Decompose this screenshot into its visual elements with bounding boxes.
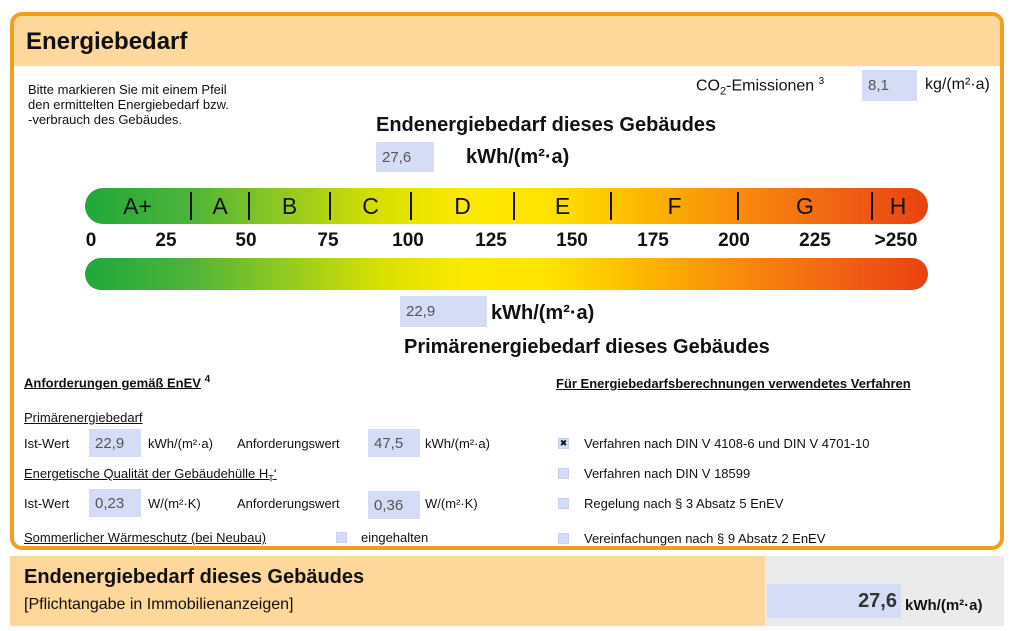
endenergie-unit: kWh/(m²·a) [466,146,570,168]
sommer-checkbox[interactable] [336,532,347,543]
primaer-anforderung-label: Anforderungswert [237,436,340,451]
huelle-heading-prefix: Energetische Qualität der Gebäudehülle H [24,466,269,481]
primaer-anforderung-field[interactable]: 47,5 [368,429,420,457]
primaer-ist-field[interactable]: 22,9 [89,429,141,457]
verfahren-label-2: Verfahren nach DIN V 18599 [584,466,751,481]
co2-label: CO2-Emissionen 3 [696,76,824,98]
class-separator [610,192,612,220]
co2-label-suffix: -Emissionen [726,77,815,95]
header-bar: Energiebedarf [14,16,1000,66]
primaer-anforderung-unit: kWh/(m²·a) [425,436,490,451]
class-separator [190,192,192,220]
footer-title: Endenergiebedarf dieses Gebäudes [24,566,365,588]
sommer-checkbox-label: eingehalten [361,530,429,545]
footer-value-panel: 27,6 kWh/(m²·a) [765,556,1004,626]
requirements-heading-text: Anforderungen gemäß EnEV [24,375,201,391]
huelle-ist-unit: W/(m²·K) [148,496,201,511]
verfahren-label-1: Verfahren nach DIN V 4108-6 und DIN V 47… [584,436,870,451]
class-separator [248,192,250,220]
instructions-line-3: -verbrauch des Gebäudes. [28,112,182,127]
class-f: F [667,192,682,219]
huelle-anforderung-field[interactable]: 0,36 [368,491,420,519]
verfahren-checkbox-2[interactable] [558,468,569,479]
class-b: B [281,192,298,219]
verfahren-heading: Für Energiebedarfsberechnungen verwendet… [556,376,911,391]
co2-value-field[interactable]: 8,1 [862,70,917,101]
class-separator [410,192,412,220]
energy-scale-classes: A+ A B C D E F G H [85,188,928,224]
co2-label-sub: 2 [720,85,727,98]
verfahren-label-3: Regelung nach § 3 Absatz 5 EnEV [584,496,784,511]
footer-bar: Endenergiebedarf dieses Gebäudes [Pflich… [10,556,1004,626]
requirements-footnote: 4 [204,374,211,385]
huelle-anforderung-label: Anforderungswert [237,496,340,511]
primaer-heading: Primärenergiebedarf [24,410,143,425]
scale-tick-150: 150 [556,230,588,251]
scale-tick-0: 0 [85,230,97,251]
huelle-heading-suffix: ‘ [273,466,277,481]
class-separator [513,192,515,220]
energy-certificate-frame: Energiebedarf Bitte markieren Sie mit ei… [10,12,1004,550]
huelle-heading: Energetische Qualität der Gebäudehülle H… [24,466,277,487]
footer-value-field[interactable]: 27,6 [767,584,901,618]
footer-subtitle: [Pflichtangabe in Immobilienanzeigen] [24,596,294,613]
co2-label-prefix: CO [696,77,720,95]
class-c: C [362,192,379,219]
class-a-plus: A+ [123,192,152,219]
class-h: H [889,192,907,219]
requirements-heading: Anforderungen gemäß EnEV 4 [24,372,210,390]
endenergie-value-field[interactable]: 27,6 [376,142,434,172]
co2-footnote: 3 [818,76,825,87]
scale-tick-175: 175 [637,230,669,251]
class-d: D [454,192,471,219]
scale-tick-25: 25 [155,230,177,251]
page-title: Energiebedarf [26,28,188,55]
scale-tick-100: 100 [392,230,424,251]
class-e: E [554,192,571,219]
scale-tick-250-plus: >250 [874,230,918,251]
scale-tick-50: 50 [235,230,257,251]
primaerenergie-value-field[interactable]: 22,9 [400,296,487,327]
verfahren-checkbox-3[interactable] [558,498,569,509]
primaer-ist-unit: kWh/(m²·a) [148,436,213,451]
primaerenergie-unit: kWh/(m²·a) [491,302,595,324]
class-a: A [212,192,228,219]
instructions-text: Bitte markieren Sie mit einem Pfeil den … [28,82,229,127]
endenergie-title: Endenergiebedarf dieses Gebäudes [376,114,717,136]
huelle-heading-sub: T [268,473,274,484]
footer-unit: kWh/(m²·a) [905,597,983,614]
huelle-anforderung-unit: W/(m²·K) [425,496,478,511]
instructions-line-1: Bitte markieren Sie mit einem Pfeil [28,82,227,97]
scale-tick-125: 125 [475,230,507,251]
energy-scale-gradient [85,258,928,290]
primaerenergie-title: Primärenergiebedarf dieses Gebäudes [404,336,770,358]
primaer-ist-label: Ist-Wert [24,436,70,451]
verfahren-label-4: Vereinfachungen nach § 9 Absatz 2 EnEV [584,531,826,546]
class-separator [737,192,739,220]
sommer-label: Sommerlicher Wärmeschutz (bei Neubau) [24,530,267,545]
verfahren-checkbox-1[interactable]: ✖ [558,438,569,449]
class-separator [871,192,873,220]
class-separator [329,192,331,220]
scale-tick-200: 200 [718,230,750,251]
huelle-ist-field[interactable]: 0,23 [89,489,141,517]
co2-unit: kg/(m²·a) [925,76,990,93]
huelle-ist-label: Ist-Wert [24,496,70,511]
verfahren-checkbox-4[interactable] [558,533,569,544]
class-g: G [796,192,814,219]
scale-tick-75: 75 [317,230,339,251]
scale-tick-225: 225 [799,230,831,251]
instructions-line-2: den ermittelten Energiebedarf bzw. [28,97,229,112]
